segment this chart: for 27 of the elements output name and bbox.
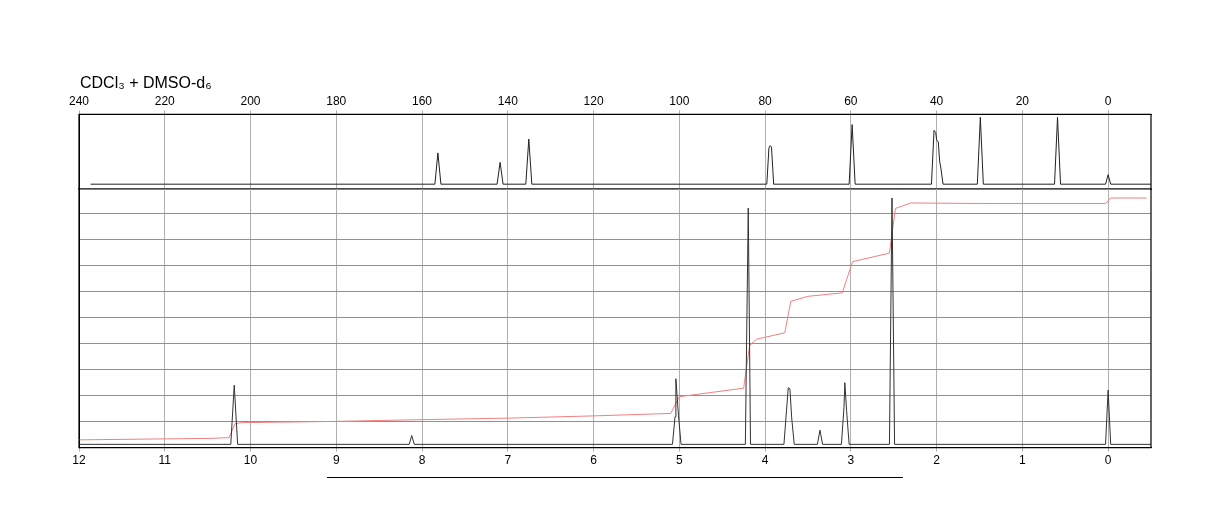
x-tick-label: 9 (332, 453, 340, 468)
x-tick-label: 180 (326, 93, 347, 108)
x-tick-label: 3 (847, 453, 855, 468)
x-tick-label: 80 (758, 93, 773, 108)
x-tick-label: 5 (675, 453, 683, 468)
x-tick-label: 8 (418, 453, 426, 468)
x-tick-label: 40 (929, 93, 944, 108)
x-tick-label: 10 (243, 453, 258, 468)
x-tick-label: 1 (1019, 453, 1027, 468)
x-tick-label: 6 (590, 453, 598, 468)
x-tick-label: 12 (72, 453, 86, 468)
x-tick-label: 0 (1104, 93, 1112, 108)
x-tick-label: 60 (844, 93, 858, 108)
x-tick-label: 120 (583, 93, 604, 108)
x-tick-label: 140 (497, 93, 519, 108)
x-tick-label: 4 (761, 453, 769, 468)
x-tick-label: 20 (1015, 93, 1030, 108)
x-tick-label: 240 (68, 93, 90, 108)
x-tick-label: 220 (154, 93, 176, 108)
x-tick-label: 2 (933, 453, 941, 468)
x-tick-label: 7 (504, 453, 512, 468)
x-tick-label: 200 (240, 93, 261, 108)
x-tick-label: 0 (1104, 453, 1112, 468)
x-tick-label: 11 (158, 453, 172, 468)
chart-title: CDCl₃ + DMSO-d₆ (80, 74, 212, 92)
x-tick-label: 100 (669, 93, 690, 108)
x-tick-label: 160 (412, 93, 433, 108)
